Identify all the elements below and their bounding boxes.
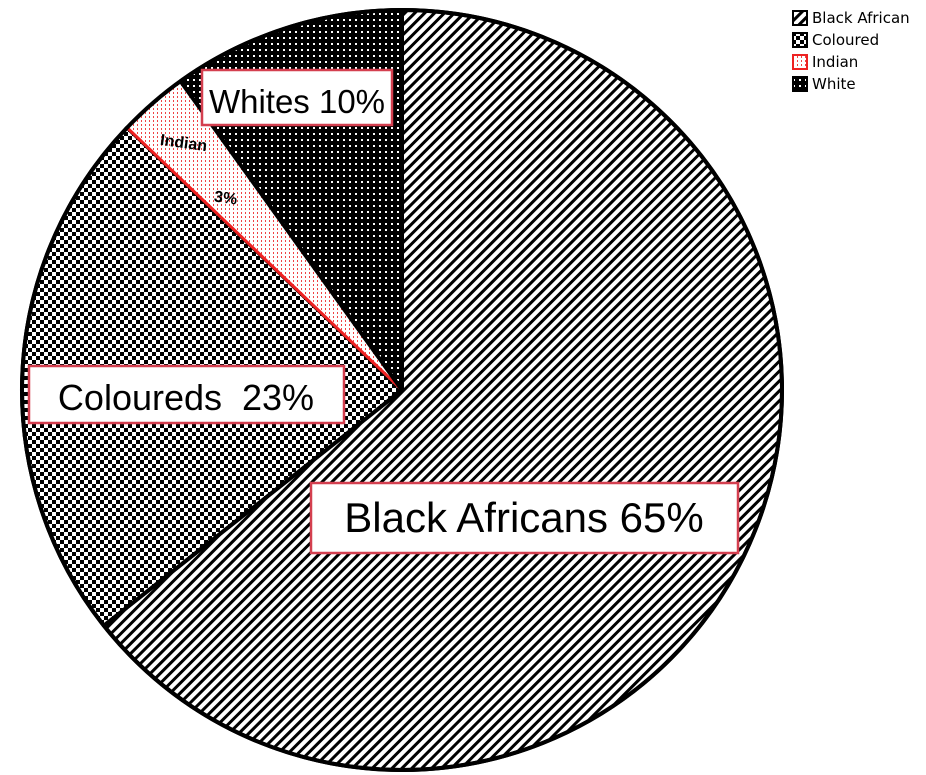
- label-text-indian-name: Indian: [159, 132, 208, 155]
- legend-item-indian: Indian: [792, 53, 858, 71]
- label-text-coloured: Coloureds 23%: [58, 377, 314, 418]
- legend-swatch-coloured: [792, 32, 808, 48]
- label-indian: Indian 3%: [159, 132, 238, 209]
- label-coloured: Coloureds 23%: [27, 364, 346, 425]
- legend-item-white: White: [792, 75, 856, 93]
- legend-item-coloured: Coloured: [792, 31, 879, 49]
- label-white: Whites 10%: [200, 68, 394, 127]
- legend-label-black-african: Black African: [812, 9, 910, 27]
- label-text-white: Whites 10%: [209, 83, 385, 120]
- legend-label-indian: Indian: [812, 53, 858, 71]
- label-box-coloured: [27, 364, 346, 425]
- legend-swatch-black-african: [792, 10, 808, 26]
- legend: Black African Coloured Indian White: [792, 9, 910, 93]
- legend-swatch-white: [792, 76, 808, 92]
- label-box-black-african: [309, 481, 740, 555]
- label-black-african: Black Africans 65%: [309, 481, 740, 555]
- label-box-white: [200, 68, 394, 127]
- legend-swatch-indian: [792, 54, 808, 70]
- legend-item-black-african: Black African: [792, 9, 910, 27]
- legend-label-coloured: Coloured: [812, 31, 879, 49]
- legend-label-white: White: [812, 75, 856, 93]
- label-text-indian-value: 3%: [213, 189, 238, 209]
- label-text-black-african: Black Africans 65%: [344, 494, 704, 541]
- pie-outline: [20, 8, 784, 772]
